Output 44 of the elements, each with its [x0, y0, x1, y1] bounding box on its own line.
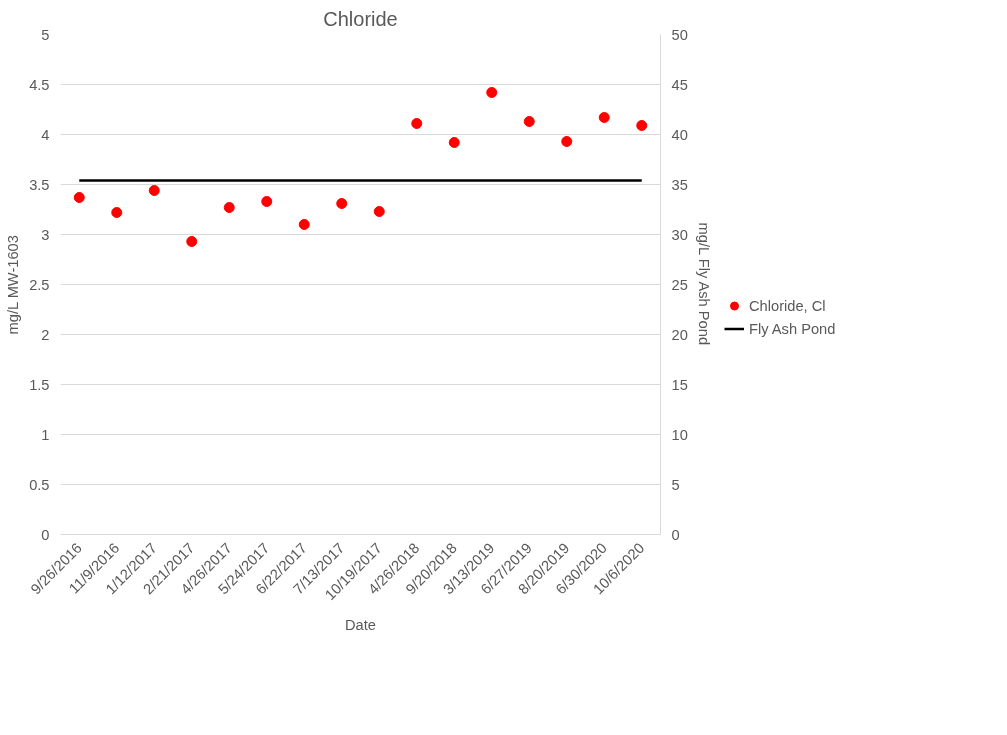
legend-label: Chloride, Cl [749, 297, 826, 313]
y2-tick-label: 40 [671, 126, 688, 143]
point [598, 112, 610, 123]
y-tick-label: 0 [41, 526, 50, 543]
point [561, 136, 573, 147]
y-tick-label: 1.5 [29, 376, 50, 393]
point [336, 198, 348, 209]
point [298, 219, 310, 230]
point [186, 236, 198, 247]
point [111, 207, 123, 218]
point [448, 137, 460, 148]
y-tick-label: 4.5 [29, 76, 50, 93]
y2-tick-label: 45 [671, 76, 688, 93]
y-tick-label: 3 [41, 226, 50, 243]
y2-tick-label: 30 [671, 226, 688, 243]
y-tick-label: 1 [41, 426, 50, 443]
y-tick-label: 3.5 [29, 176, 50, 193]
point [148, 185, 160, 196]
point [486, 87, 498, 98]
legend-label: Fly Ash Pond [749, 320, 836, 336]
y-tick-label: 0.5 [29, 476, 50, 493]
point [223, 202, 235, 213]
point [261, 196, 273, 207]
point [373, 206, 385, 217]
y2-tick-label: 5 [671, 476, 680, 493]
point [73, 192, 85, 203]
point [411, 118, 423, 129]
y2-tick-label: 0 [671, 526, 680, 543]
point [636, 120, 648, 131]
y2-axis-title: mg/L Fly Ash Pond [695, 222, 712, 346]
y-tick-label: 5 [41, 26, 50, 43]
y-tick-label: 4 [41, 126, 50, 143]
y-axis-title: mg/L MW-1603 [5, 235, 22, 335]
y2-tick-label: 25 [671, 276, 688, 293]
y2-tick-label: 15 [671, 376, 688, 393]
chart-title: Chloride [323, 7, 398, 30]
y2-tick-label: 10 [671, 426, 688, 443]
x-axis-title: Date [345, 616, 376, 633]
y2-tick-label: 35 [671, 176, 688, 193]
y2-tick-label: 20 [671, 326, 688, 343]
point [523, 116, 535, 127]
y-tick-label: 2 [41, 326, 50, 343]
y2-tick-label: 50 [671, 26, 688, 43]
y-tick-label: 2.5 [29, 276, 50, 293]
